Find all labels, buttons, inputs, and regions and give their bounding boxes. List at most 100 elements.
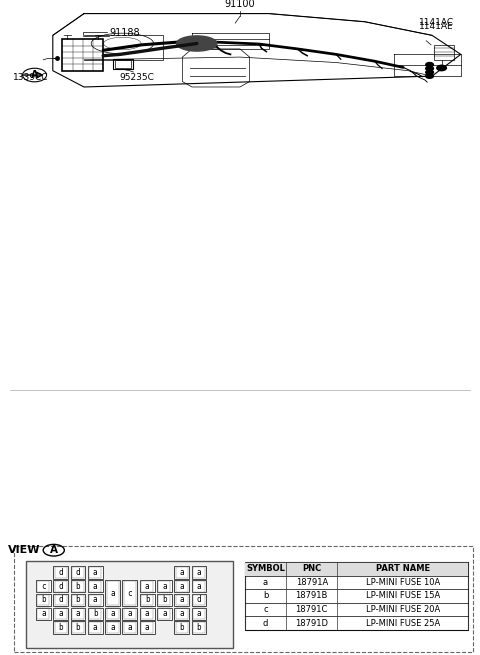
Bar — [53, 580, 68, 592]
Text: a: a — [128, 623, 132, 632]
Text: 18791D: 18791D — [295, 618, 328, 627]
Bar — [53, 566, 68, 578]
Bar — [105, 580, 120, 606]
Bar — [176, 622, 188, 633]
Bar — [36, 580, 51, 592]
Text: b: b — [162, 595, 167, 605]
Bar — [122, 580, 137, 606]
Text: b: b — [145, 595, 149, 605]
Bar — [140, 622, 155, 634]
Bar — [72, 595, 84, 605]
Text: 91188: 91188 — [109, 28, 140, 38]
Text: VIEW: VIEW — [8, 545, 41, 555]
Text: a: a — [93, 568, 97, 577]
Text: a: a — [93, 582, 97, 591]
Bar — [157, 593, 172, 606]
Text: a: a — [76, 609, 80, 618]
Bar — [53, 622, 68, 634]
Text: c: c — [263, 605, 268, 614]
Bar — [158, 581, 170, 591]
Text: 18791A: 18791A — [296, 578, 328, 587]
Bar — [53, 608, 68, 620]
Bar — [37, 581, 49, 591]
Text: LP-MINI FUSE 10A: LP-MINI FUSE 10A — [366, 578, 440, 587]
Bar — [176, 608, 188, 619]
Bar — [71, 580, 85, 592]
Text: a: a — [197, 582, 201, 591]
Bar — [124, 608, 136, 619]
Text: a: a — [41, 609, 46, 618]
Text: b: b — [180, 623, 184, 632]
Bar — [107, 622, 119, 633]
Bar — [192, 608, 206, 620]
Text: d: d — [59, 568, 63, 577]
Bar — [193, 567, 205, 578]
Text: a: a — [180, 582, 184, 591]
Bar — [88, 580, 103, 592]
Text: c: c — [41, 582, 46, 591]
Bar — [36, 608, 51, 620]
Bar — [176, 595, 188, 605]
Bar — [193, 595, 205, 605]
Bar — [176, 581, 188, 591]
Text: LP-MINI FUSE 20A: LP-MINI FUSE 20A — [366, 605, 440, 614]
Text: b: b — [76, 623, 80, 632]
Text: A: A — [50, 545, 58, 555]
Text: b: b — [197, 623, 201, 632]
Text: a: a — [180, 568, 184, 577]
Text: LP-MINI FUSE 25A: LP-MINI FUSE 25A — [366, 618, 440, 627]
Text: a: a — [263, 578, 268, 587]
Bar — [141, 622, 153, 633]
Bar — [72, 581, 84, 591]
Text: d: d — [76, 568, 80, 577]
Text: 1339CC: 1339CC — [13, 73, 49, 82]
Text: a: a — [110, 589, 115, 597]
Bar — [89, 608, 101, 619]
Bar — [192, 622, 206, 634]
Circle shape — [426, 66, 433, 71]
Text: d: d — [197, 595, 201, 605]
Text: b: b — [41, 595, 46, 605]
Bar — [141, 595, 153, 605]
Bar — [72, 567, 84, 578]
Text: b: b — [263, 591, 268, 601]
Bar — [88, 566, 103, 578]
Bar — [158, 608, 170, 619]
Bar — [140, 608, 155, 620]
Text: d: d — [59, 582, 63, 591]
Bar — [88, 593, 103, 606]
Bar — [122, 608, 137, 620]
Circle shape — [437, 66, 446, 71]
Bar — [105, 608, 120, 620]
Bar — [89, 581, 101, 591]
Bar — [245, 562, 468, 576]
Bar — [193, 581, 205, 591]
Polygon shape — [177, 36, 217, 51]
Text: a: a — [128, 609, 132, 618]
Bar — [37, 595, 49, 605]
Text: b: b — [76, 595, 80, 605]
Bar — [53, 593, 68, 606]
Bar — [122, 622, 137, 634]
Bar — [245, 562, 468, 630]
Text: a: a — [180, 609, 184, 618]
Text: a: a — [180, 595, 184, 605]
Bar — [140, 580, 155, 592]
Text: SYMBOL: SYMBOL — [246, 565, 285, 573]
Bar — [26, 561, 233, 648]
Bar — [55, 608, 67, 619]
Bar — [72, 608, 84, 619]
Text: LP-MINI FUSE 15A: LP-MINI FUSE 15A — [366, 591, 440, 601]
Bar — [14, 546, 473, 652]
Text: b: b — [93, 609, 97, 618]
Text: b: b — [76, 582, 80, 591]
Bar — [157, 608, 172, 620]
Text: 95235C: 95235C — [119, 73, 154, 82]
Bar — [55, 567, 67, 578]
Text: a: a — [145, 609, 149, 618]
Bar — [72, 622, 84, 633]
Bar — [141, 581, 153, 591]
Text: a: a — [110, 623, 115, 632]
Text: 1141AE: 1141AE — [419, 22, 454, 31]
Circle shape — [426, 70, 433, 75]
